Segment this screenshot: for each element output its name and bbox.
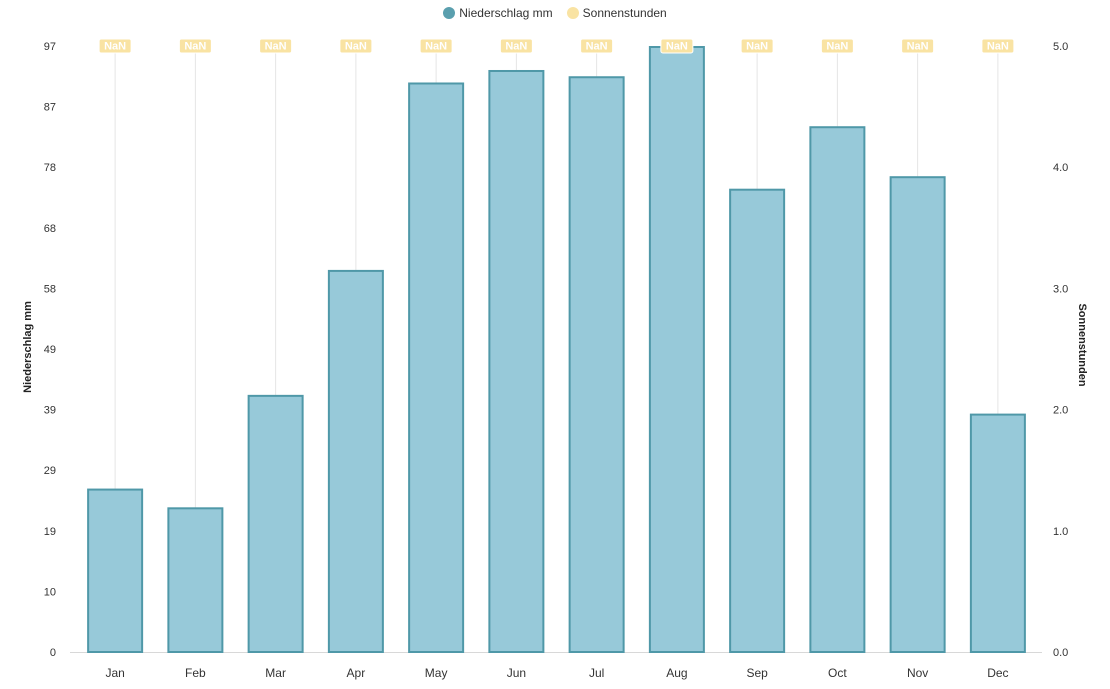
sun-data-label: NaN bbox=[907, 41, 929, 53]
y-tick-label: 10 bbox=[44, 586, 56, 598]
y-tick-label: 39 bbox=[44, 405, 56, 417]
y-tick-label: 87 bbox=[44, 102, 56, 114]
data-label-layer: NaN NaN NaN NaN NaN NaN NaN NaN NaN NaN NaN NaN bbox=[98, 38, 1015, 54]
bar-sep bbox=[729, 188, 786, 653]
y-tick-label: 29 bbox=[44, 465, 56, 477]
x-tick-label: Jun bbox=[507, 666, 526, 680]
bar-aug bbox=[648, 46, 705, 653]
legend-item-precipitation[interactable]: Niederschlag mm bbox=[443, 6, 553, 20]
bar-oct bbox=[809, 126, 866, 653]
y2-tick-label: 1.0 bbox=[1053, 526, 1068, 538]
sun-label-badge bbox=[98, 38, 132, 54]
sun-data-label: NaN bbox=[987, 41, 1009, 53]
x-tick-label: Mar bbox=[265, 666, 286, 680]
sun-label-badge bbox=[259, 38, 293, 54]
legend-marker-precipitation bbox=[443, 7, 456, 19]
bar-feb bbox=[167, 507, 224, 653]
y-tick-label: 0 bbox=[50, 647, 56, 659]
sun-data-label: NaN bbox=[104, 41, 126, 53]
sun-label-badge bbox=[820, 38, 854, 54]
bar-jan bbox=[87, 488, 144, 653]
y-tick-label: 97 bbox=[44, 41, 56, 53]
sun-data-label: NaN bbox=[826, 41, 848, 53]
bar-layer bbox=[87, 46, 1026, 654]
y-tick-label: 19 bbox=[44, 526, 56, 538]
sun-data-label: NaN bbox=[345, 41, 367, 53]
sun-data-label: NaN bbox=[666, 41, 688, 53]
sun-data-label: NaN bbox=[586, 41, 608, 53]
y2-tick-label: 2.0 bbox=[1053, 405, 1068, 417]
x-tick-label: Feb bbox=[185, 666, 206, 680]
bar-dec bbox=[969, 413, 1026, 653]
bar-mar bbox=[247, 394, 304, 653]
x-tick-label: Jan bbox=[105, 666, 124, 680]
x-tick-label: Apr bbox=[347, 666, 366, 680]
sun-data-label: NaN bbox=[265, 41, 287, 53]
sun-data-label: NaN bbox=[746, 41, 768, 53]
sun-label-badge bbox=[499, 38, 533, 54]
y-axis-title: Niederschlag mm bbox=[22, 301, 34, 393]
legend-marker-sunshine bbox=[566, 7, 579, 19]
sun-label-badge bbox=[580, 38, 614, 54]
y2-tick-label: 5.0 bbox=[1053, 41, 1068, 53]
y-tick-label: 58 bbox=[44, 283, 56, 295]
x-tick-label: Aug bbox=[666, 666, 687, 680]
y2-tick-label: 3.0 bbox=[1053, 283, 1068, 295]
x-tick-label: Nov bbox=[907, 666, 928, 680]
y2-axis-title: Sonnenstunden bbox=[1076, 303, 1088, 386]
y2-tick-label: 4.0 bbox=[1053, 162, 1068, 174]
x-tick-label: May bbox=[425, 666, 448, 680]
legend: Niederschlag mm Sonnenstunden bbox=[0, 5, 1110, 21]
legend-label-sunshine: Sonnenstunden bbox=[582, 6, 667, 20]
y-tick-label: 68 bbox=[44, 223, 56, 235]
sun-label-badge bbox=[981, 38, 1015, 54]
legend-item-sunshine[interactable]: Sonnenstunden bbox=[566, 6, 667, 20]
bar-jun bbox=[488, 69, 545, 654]
sun-label-badge bbox=[178, 38, 212, 54]
sun-data-label: NaN bbox=[184, 41, 206, 53]
sun-label-badge bbox=[660, 38, 694, 54]
bar-jul bbox=[568, 76, 625, 653]
x-tick-label: Dec bbox=[987, 666, 1008, 680]
x-tick-label: Jul bbox=[589, 666, 604, 680]
sun-label-badge bbox=[901, 38, 935, 54]
y-tick-label: 78 bbox=[44, 162, 56, 174]
sun-data-label: NaN bbox=[425, 41, 447, 53]
bar-may bbox=[408, 82, 465, 653]
x-tick-label: Sep bbox=[746, 666, 768, 680]
sun-label-badge bbox=[419, 38, 453, 54]
y2-tick-label: 0.0 bbox=[1053, 647, 1068, 659]
x-tick-label: Oct bbox=[828, 666, 847, 680]
y-tick-label: 49 bbox=[44, 344, 56, 356]
sun-data-label: NaN bbox=[505, 41, 527, 53]
sun-label-badge bbox=[740, 38, 774, 54]
legend-label-precipitation: Niederschlag mm bbox=[459, 6, 553, 20]
bar-nov bbox=[889, 176, 946, 654]
axis-layer: 0 10 19 29 39 49 58 68 78 87 97 0.0 1.0 2.0 3.0 4.0 5.0 J… bbox=[44, 41, 1069, 680]
sun-label-badge bbox=[339, 38, 373, 54]
bar-apr bbox=[327, 269, 384, 653]
